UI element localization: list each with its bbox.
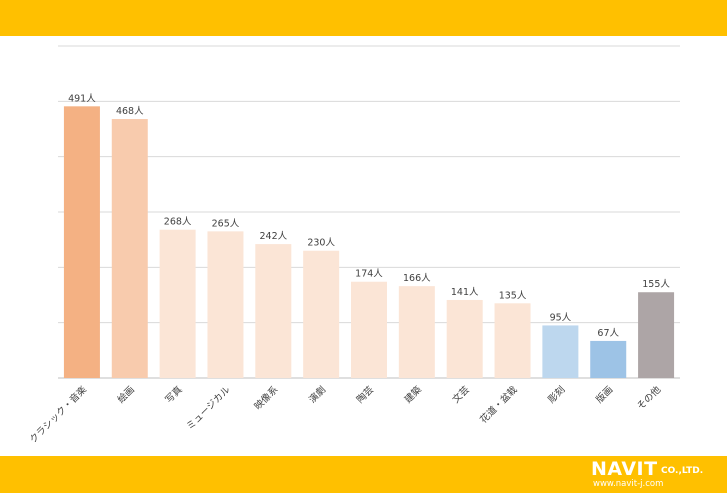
bar [255,244,292,378]
bar [351,281,387,378]
navit-logo: NAVIT CO.,LTD. www.navit-j.com [591,458,719,491]
data-label: 230人 [307,238,335,249]
logo-company-suffix: CO.,LTD. [661,466,704,476]
data-label: 265人 [212,218,240,229]
bar [398,286,435,378]
category-labels: クラシック・音楽 絵画 写真 ミュージカル 映像系 演劇 陶芸 建築 文芸 花道・盆栽 彫刻 版画 その… [27,383,663,445]
bar [303,250,340,378]
category-label: 演劇 [306,384,328,406]
data-label: 155人 [642,279,670,290]
category-label: ミュージカル [185,384,233,432]
data-label: 268人 [164,217,192,228]
data-label: 166人 [403,273,431,284]
category-label: 写真 [163,384,185,406]
category-label: 絵画 [115,384,137,406]
bar [542,325,579,378]
data-label: 141人 [451,287,479,298]
data-label: 468人 [116,106,144,117]
category-label: 版画 [593,384,615,406]
bar [494,303,531,378]
data-label: 95人 [550,312,572,323]
category-label: その他 [635,383,664,412]
bar [159,229,196,378]
category-label: 花道・盆栽 [478,383,520,425]
bar [590,340,627,378]
category-label: 建築 [402,383,424,405]
bar [63,106,100,379]
bar [207,231,244,378]
logo-url: www.navit-j.com [593,479,664,489]
category-label: 彫刻 [546,384,568,406]
top-banner [0,0,727,36]
data-label: 135人 [499,290,527,301]
category-label: クラシック・音楽 [27,383,89,445]
category-label: 映像系 [252,384,281,413]
data-label: 67人 [597,328,619,339]
bottom-banner [0,456,727,493]
category-label: 陶芸 [354,384,376,406]
category-label: 文芸 [450,384,472,406]
bar-chart: 491人 468人 268人 265人 242人 230人 174人 166人 141人 135人… [27,45,680,446]
bar [111,119,148,378]
data-label: 242人 [259,231,287,242]
logo-wordmark: NAVIT [591,458,658,480]
bars [63,106,675,379]
bar [638,292,675,378]
data-label: 174人 [355,269,383,280]
bar [446,299,483,378]
data-label: 491人 [68,93,96,104]
value-labels: 491人 468人 268人 265人 242人 230人 174人 166人 141人 135人… [68,93,670,339]
